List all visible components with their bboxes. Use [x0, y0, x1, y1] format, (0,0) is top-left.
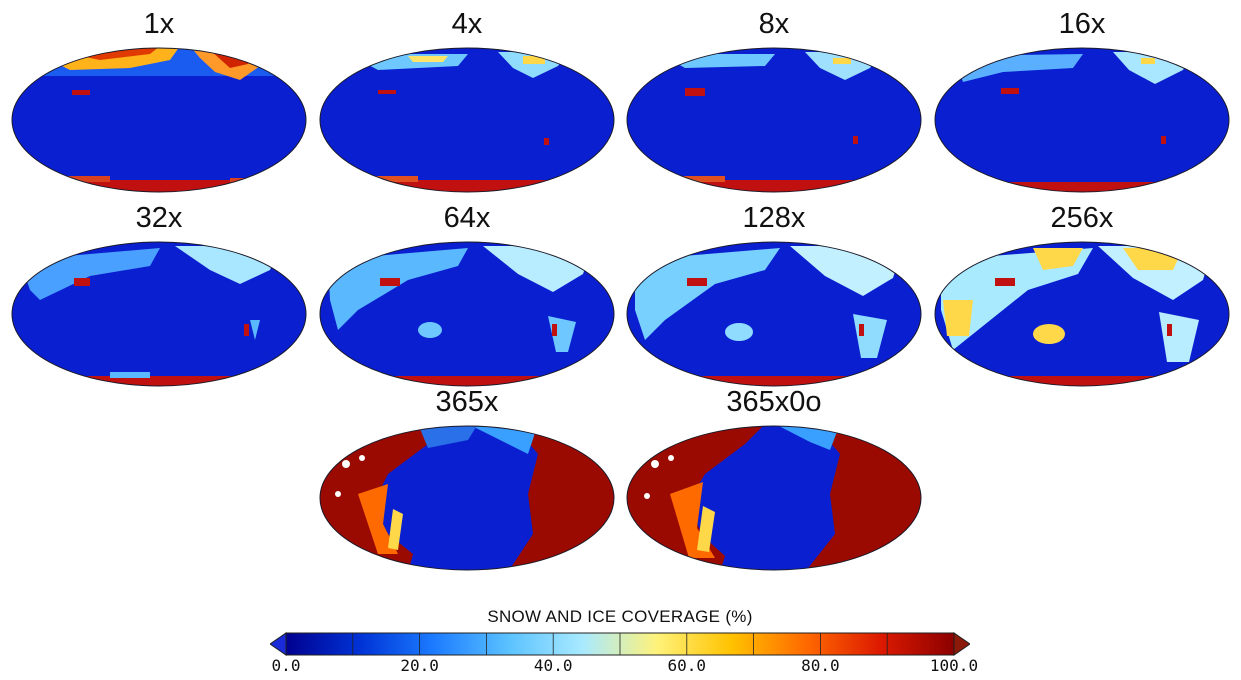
map-panel-365x: 365x — [318, 384, 616, 574]
map-panel-64x: 64x — [318, 200, 616, 390]
panel-title: 32x — [135, 202, 183, 234]
panel-title: 128x — [742, 202, 806, 234]
panel-title: 16x — [1058, 8, 1106, 40]
colorbar-tick-label: 0.0 — [271, 656, 301, 675]
colorbar-tick-label: 100.0 — [929, 656, 979, 675]
snow-ice-map — [626, 47, 922, 193]
colorbar-under-arrow — [270, 632, 287, 656]
colorbar-gradient — [270, 632, 970, 656]
snow-ice-map — [319, 241, 615, 387]
colorbar-tick-label: 80.0 — [801, 656, 840, 675]
snow-ice-map — [934, 241, 1230, 387]
snow-ice-map — [319, 47, 615, 193]
colorbar: SNOW AND ICE COVERAGE (%) 0.0 20.0 40.0 60.… — [270, 606, 978, 680]
map-panel-256x: 256x — [933, 200, 1231, 390]
map-panel-32x: 32x — [10, 200, 308, 390]
snow-ice-map — [626, 241, 922, 387]
colorbar-title: SNOW AND ICE COVERAGE (%) — [487, 607, 753, 626]
panel-title: 256x — [1050, 202, 1114, 234]
panel-title: 8x — [758, 8, 790, 40]
colorbar-tick-label: 20.0 — [400, 656, 439, 675]
colorbar-over-arrow — [953, 632, 970, 656]
map-panel-128x: 128x — [625, 200, 923, 390]
panel-title: 365x0o — [726, 386, 822, 418]
snow-ice-map — [626, 425, 922, 571]
map-panel-365x0o: 365x0o — [625, 384, 923, 574]
colorbar-tick-label: 60.0 — [667, 656, 707, 675]
colorbar-tick-label: 40.0 — [533, 656, 573, 675]
map-panel-1x: 1x — [10, 6, 308, 196]
map-panel-16x: 16x — [933, 6, 1231, 196]
panel-title: 365x — [435, 386, 499, 418]
panel-title: 64x — [443, 202, 491, 234]
snow-ice-map — [319, 425, 615, 571]
snow-ice-map — [11, 241, 307, 387]
snow-ice-map — [11, 47, 307, 193]
map-panel-4x: 4x — [318, 6, 616, 196]
map-panel-8x: 8x — [625, 6, 923, 196]
panel-title: 4x — [451, 8, 483, 40]
snow-ice-map — [934, 47, 1230, 193]
panel-title: 1x — [143, 8, 175, 40]
